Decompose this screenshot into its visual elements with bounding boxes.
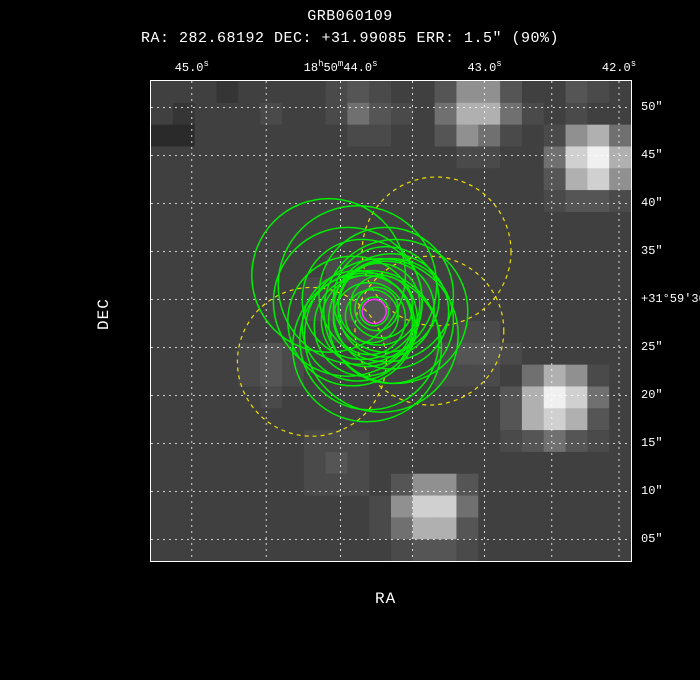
y-tick-label: 05" <box>641 532 663 546</box>
x-tick-label: 18h50m44.0s <box>304 59 378 75</box>
plot-area: 45.0s18h50m44.0s43.0s42.0s 50"45"40"35"+… <box>150 80 632 562</box>
y-tick-label: 25" <box>641 340 663 354</box>
y-tick-label: +31°59'30" <box>641 292 700 306</box>
x-tick-label: 42.0s <box>602 59 636 75</box>
y-tick-label: 10" <box>641 484 663 498</box>
y-tick-label: 40" <box>641 196 663 210</box>
x-axis-label: RA <box>375 590 396 608</box>
y-tick-label: 45" <box>641 148 663 162</box>
x-tick-label: 43.0s <box>467 59 501 75</box>
chart-subtitle: RA: 282.68192 DEC: +31.99085 ERR: 1.5" (… <box>0 30 700 47</box>
y-tick-label: 15" <box>641 436 663 450</box>
x-tick-label: 45.0s <box>175 59 209 75</box>
y-axis-label: DEC <box>95 298 113 330</box>
chart-title: GRB060109 <box>0 8 700 25</box>
y-tick-label: 50" <box>641 100 663 114</box>
y-tick-label: 35" <box>641 244 663 258</box>
y-tick-label: 20" <box>641 388 663 402</box>
plot-svg <box>151 81 631 561</box>
